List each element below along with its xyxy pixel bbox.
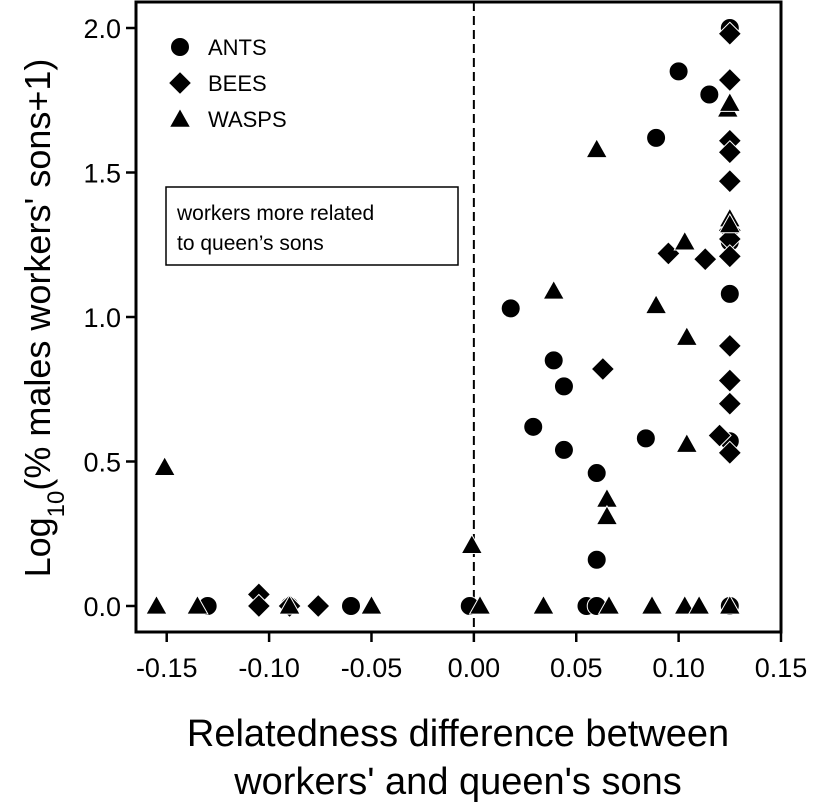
bees-point [707, 423, 732, 448]
wasps-point [532, 594, 555, 615]
y-axis-label: Log10(% males workers' sons+1) [17, 59, 70, 578]
y-tick-label: 1.5 [83, 159, 121, 189]
bees-point [306, 593, 331, 619]
bees-point [717, 333, 743, 359]
wasps-point [145, 594, 168, 615]
wasps-point [153, 455, 177, 476]
ants-point [553, 439, 574, 460]
bees-point [717, 21, 743, 46]
annotation-frame [165, 186, 459, 266]
wasps-point [542, 279, 566, 300]
ants-point [646, 127, 667, 148]
ants-point [500, 298, 521, 319]
x-tick-label: -0.10 [238, 653, 300, 683]
bees-point [693, 246, 718, 272]
wasps-point [675, 432, 699, 453]
legend-label-wasps: WASPS [208, 107, 287, 132]
ants-point [586, 463, 607, 484]
ants-point [523, 416, 544, 437]
bees-point [717, 368, 743, 393]
legend: ANTS BEES WASPS [167, 35, 287, 132]
wasps-point [640, 594, 664, 615]
ants-point [719, 283, 740, 304]
legend-label-bees: BEES [208, 71, 267, 96]
ants-point [341, 595, 361, 616]
x-tick-label: -0.15 [136, 653, 198, 683]
x-axis-label-line-1: Relatedness difference between [187, 713, 729, 755]
wasps-point [687, 594, 711, 615]
ants-point [586, 549, 607, 570]
x-tick-label: 0.10 [652, 653, 705, 683]
annotation-line-1: workers more related [176, 202, 374, 225]
wasps-point [360, 594, 383, 615]
series-wasps [145, 91, 742, 615]
legend-label-ants: ANTS [208, 35, 267, 60]
wasps-point [595, 504, 619, 526]
wasps-point [718, 91, 742, 112]
wasps-point [468, 594, 492, 615]
x-axis-label-line-2: workers' and queen's sons [233, 761, 682, 803]
x-tick-label: 0.00 [448, 653, 501, 683]
bees-point [246, 593, 272, 619]
bees-point [717, 140, 743, 165]
wasps-point [278, 594, 301, 615]
ants-point [699, 84, 720, 105]
bees-point [590, 356, 616, 382]
bees-point [717, 168, 743, 194]
ants-point [668, 61, 689, 82]
legend-marker-wasps [168, 107, 192, 128]
x-tick-label: 0.15 [755, 653, 808, 683]
annotation-box: workers more related to queen’s sons [165, 186, 459, 266]
wasps-point [675, 325, 699, 346]
ants-point [553, 376, 574, 397]
wasps-point [186, 594, 209, 615]
wasps-point [673, 230, 697, 251]
wasps-point [718, 594, 742, 615]
x-tick-label: 0.05 [550, 653, 603, 683]
x-tick-label: -0.05 [341, 653, 403, 683]
y-tick-label: 1.0 [83, 303, 121, 333]
legend-marker-ants [170, 37, 190, 57]
bees-point [717, 440, 743, 466]
plot-frame [134, 0, 783, 634]
ants-point [543, 350, 564, 371]
bees-point [717, 67, 743, 93]
wasps-point [673, 594, 697, 615]
legend-marker-bees [167, 70, 193, 96]
y-tick-label: 0.5 [83, 447, 121, 477]
y-tick-label: 2.0 [83, 14, 121, 44]
wasps-point [460, 533, 484, 554]
annotation-line-2: to queen’s sons [177, 232, 324, 255]
series-bees [246, 21, 743, 619]
wasps-point [718, 213, 742, 234]
wasps-point [644, 293, 668, 315]
bees-point [717, 244, 743, 269]
bees-point [717, 391, 743, 416]
wasps-point [595, 487, 619, 508]
wasps-point [597, 594, 621, 615]
y-tick-label: 0.0 [83, 592, 121, 622]
ants-point [635, 428, 656, 449]
wasps-point [585, 137, 609, 159]
